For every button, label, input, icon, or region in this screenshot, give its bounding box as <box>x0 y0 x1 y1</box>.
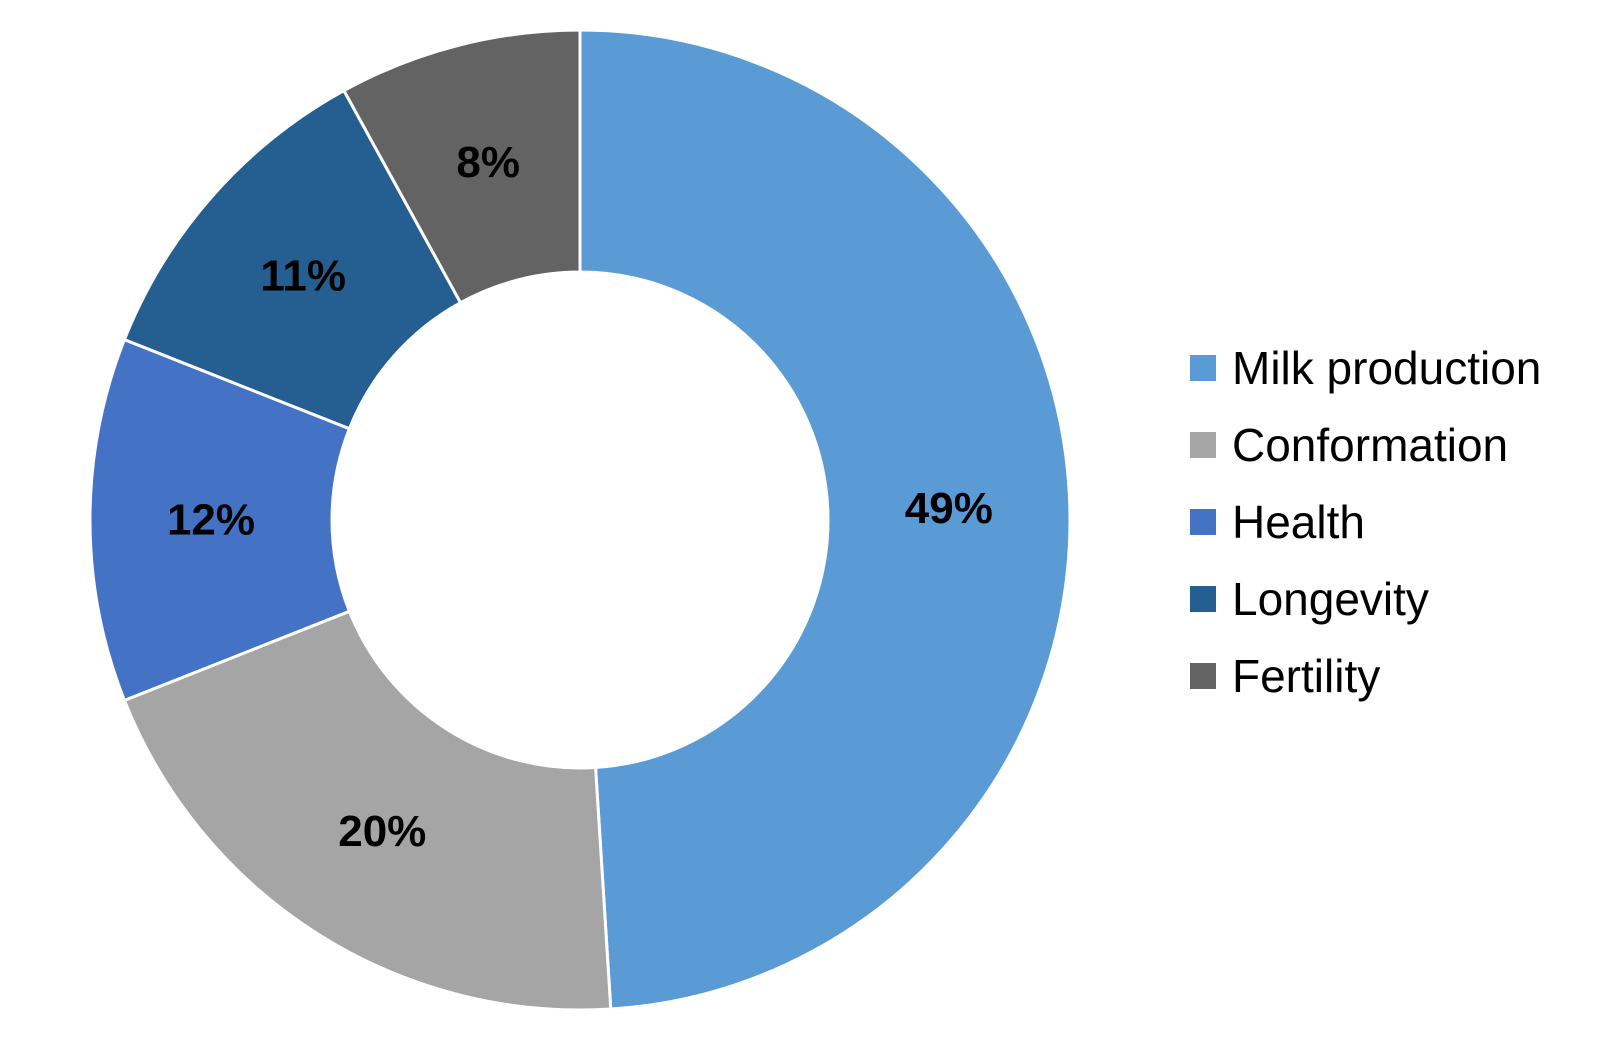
slice-health <box>88 337 352 703</box>
legend-label-health: Health <box>1232 496 1365 548</box>
donut-slices <box>88 28 1072 1012</box>
legend: Milk production Conformation Health Longevi… <box>1190 342 1541 702</box>
legend-swatch-conformation <box>1190 432 1216 458</box>
slice-label-health: 12% <box>167 496 255 545</box>
legend-label-milk-production: Milk production <box>1232 342 1541 394</box>
legend-swatch-longevity <box>1190 586 1216 612</box>
slice-milk-production <box>578 28 1072 1011</box>
slice-conformation <box>122 609 613 1012</box>
slice-label-fertility: 8% <box>456 138 520 187</box>
legend-label-conformation: Conformation <box>1232 419 1508 471</box>
legend-swatch-milk-production <box>1190 355 1216 381</box>
slice-fertility <box>341 28 582 305</box>
slice-longevity <box>122 88 463 431</box>
slice-labels: 49% 20% 12% 11% 8% <box>167 138 993 856</box>
legend-label-fertility: Fertility <box>1232 650 1380 702</box>
slice-label-milk-production: 49% <box>905 484 993 533</box>
slice-label-conformation: 20% <box>338 807 426 856</box>
legend-label-longevity: Longevity <box>1232 573 1429 625</box>
legend-swatch-fertility <box>1190 663 1216 689</box>
legend-swatch-health <box>1190 509 1216 535</box>
slice-label-longevity: 11% <box>260 251 346 300</box>
